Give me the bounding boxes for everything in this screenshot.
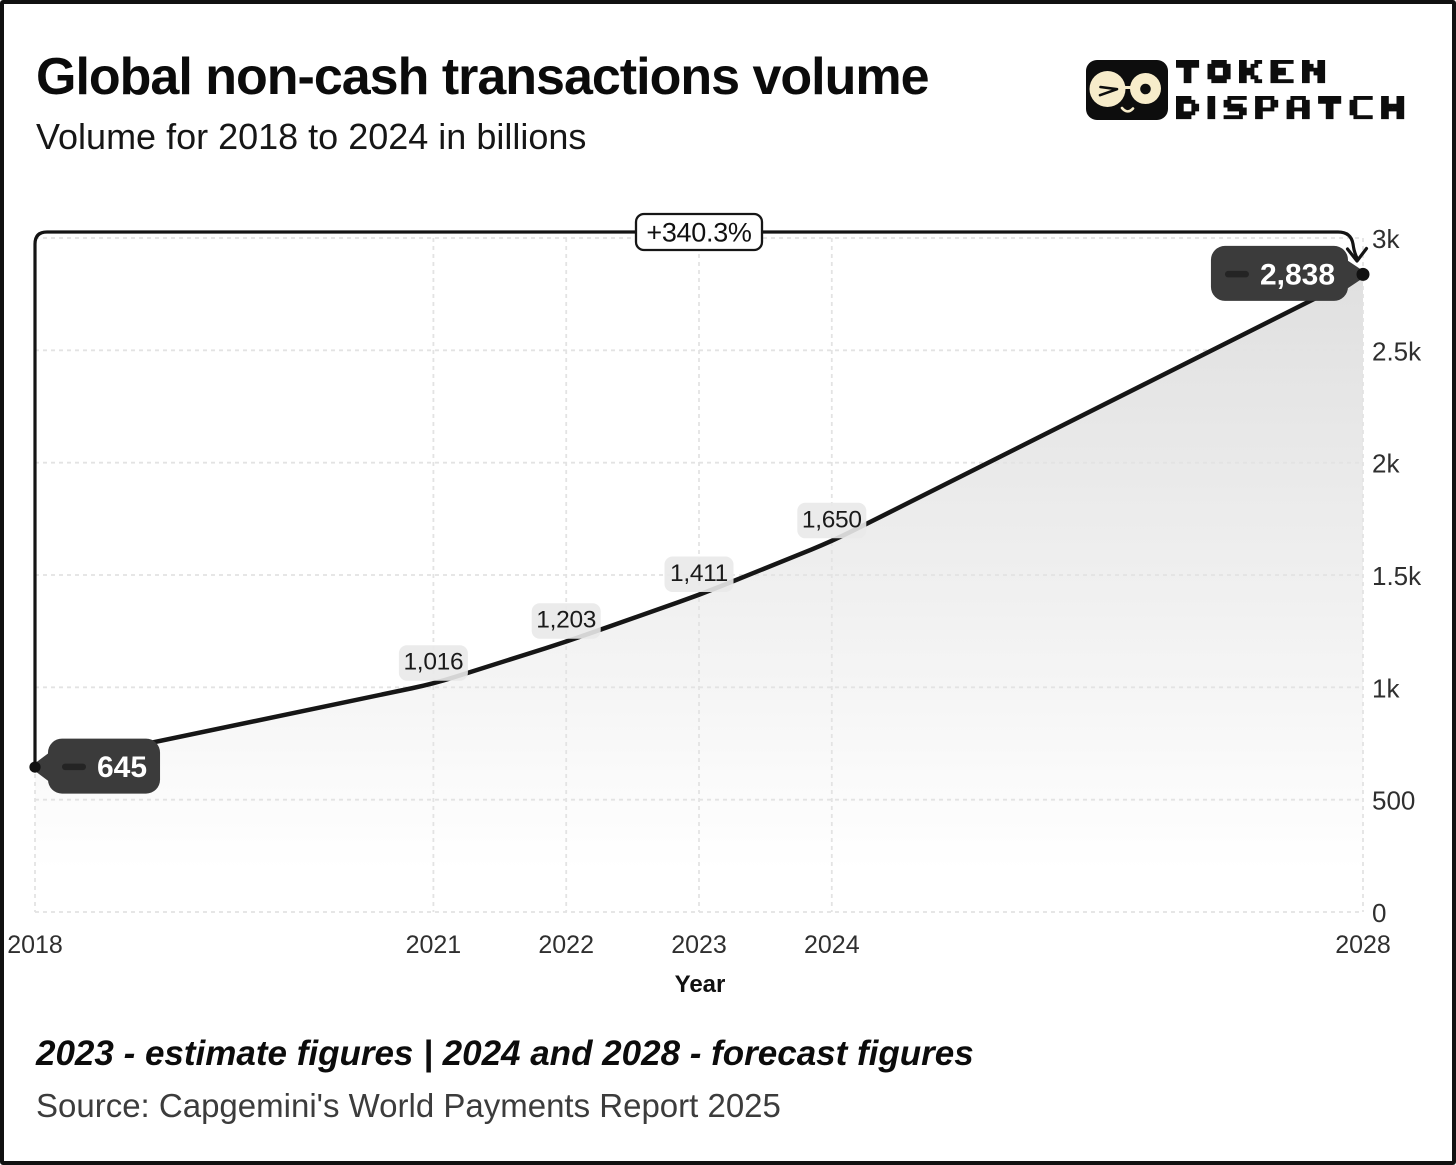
growth-badge-text: +340.3% [646, 218, 752, 248]
x-tick-label: 2023 [671, 931, 727, 959]
y-tick-label: 2k [1372, 449, 1400, 479]
brand-letter [1318, 96, 1342, 120]
page-subtitle: Volume for 2018 to 2024 in billions [36, 116, 587, 157]
brand-letter [1207, 60, 1231, 84]
pill-value-text: 645 [97, 751, 147, 784]
value-label-bg [398, 645, 468, 681]
growth-annotation: +340.3% [634, 212, 764, 252]
brand-letter [1223, 96, 1247, 120]
minus-icon [1224, 270, 1249, 278]
mascot-winking-face-icon [1086, 60, 1168, 120]
wink-eye [1098, 85, 1119, 97]
value-label-text: 1,016 [403, 649, 463, 676]
area-fill-path [35, 274, 1363, 912]
brand-letter [1176, 60, 1200, 84]
x-tick-label: 2018 [7, 931, 63, 959]
y-tick-label: 2.5k [1372, 336, 1422, 366]
brand-line2 [1176, 96, 1405, 120]
axis-tick-labels: 2018 2021 2022 2023 2024 2028 0 500 1k 1.5k 2k 2.5k… [7, 224, 1422, 998]
pill-value-text: 2,838 [1260, 258, 1335, 291]
end-dot [1356, 267, 1370, 281]
value-label-bg [531, 603, 601, 639]
y-tick-label: 500 [1372, 786, 1415, 816]
y-tick-label: 0 [1372, 898, 1386, 928]
value-pills: 645 2,838 [31, 245, 1367, 794]
start-dot [29, 761, 41, 773]
y-tick-label: 1k [1372, 673, 1400, 703]
y-tick-label: 3k [1372, 224, 1400, 254]
x-tick-label: 2024 [804, 931, 860, 959]
line-series [32, 272, 1366, 770]
page-title: Global non-cash transactions volume [36, 48, 930, 106]
value-label-text: 1,203 [536, 607, 596, 634]
data-line [32, 272, 1366, 770]
value-labels: 1,016 1,203 1,411 1,650 [398, 502, 867, 681]
x-tick-label: 2022 [538, 931, 594, 959]
x-axis-title: Year [675, 971, 726, 998]
y-tick-label: 1.5k [1372, 561, 1422, 591]
arrowhead-icon [1345, 246, 1369, 263]
brand-letter [1255, 96, 1279, 120]
growth-badge [634, 212, 764, 252]
smile [1120, 106, 1135, 113]
x-tick-label: 2021 [406, 931, 462, 959]
bracket-line [33, 230, 1359, 769]
data-dots [29, 267, 1370, 773]
value-label-bg [797, 502, 867, 539]
pill-bg [48, 738, 161, 794]
brand-letter [1207, 96, 1216, 120]
brand-letter [1239, 60, 1263, 84]
brand-letter [1302, 60, 1326, 84]
value-pill: 645 [31, 738, 161, 794]
x-tick-label: 2028 [1335, 931, 1391, 959]
brand-line1 [1176, 60, 1326, 84]
growth-bracket-arrow [33, 230, 1369, 769]
minus-icon [62, 763, 86, 771]
brand-letter [1349, 96, 1373, 120]
brand-letter [1286, 96, 1310, 120]
value-label-text: 1,650 [802, 506, 862, 533]
right-pupil [1140, 83, 1151, 95]
brand-letter [1270, 60, 1294, 84]
value-pill: 2,838 [1210, 245, 1367, 301]
source-attribution: Source: Capgemini's World Payments Repor… [36, 1087, 781, 1124]
brand-wordmark [1176, 60, 1405, 120]
area-fill [35, 274, 1363, 912]
brand-letter [1381, 96, 1405, 120]
figures-footnote: 2023 - estimate figures | 2024 and 2028 … [36, 1034, 974, 1073]
pill-bg [1210, 245, 1348, 301]
value-label-bg [664, 556, 734, 592]
value-label-text: 1,411 [670, 560, 728, 587]
brand-letter [1176, 96, 1200, 120]
